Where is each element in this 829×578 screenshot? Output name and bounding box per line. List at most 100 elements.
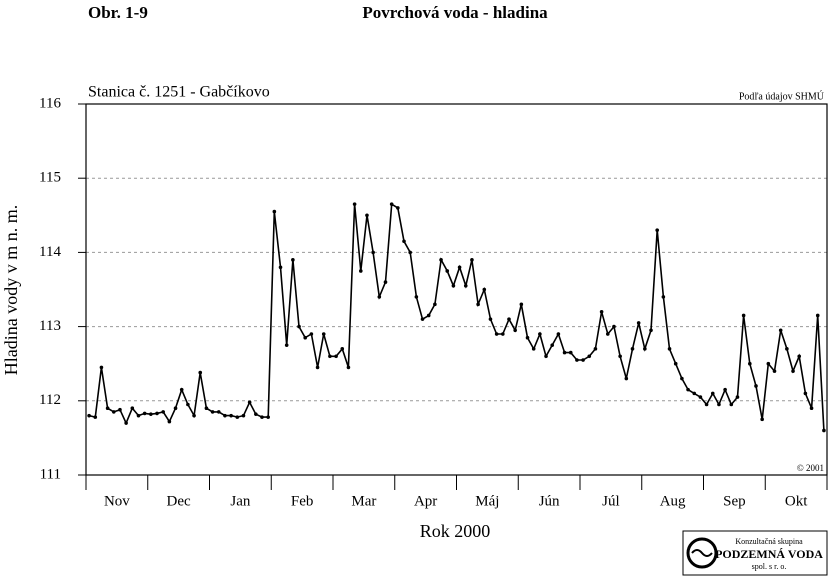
data-point — [216, 410, 221, 414]
data-point — [482, 287, 487, 292]
data-point — [494, 332, 499, 336]
data-point — [315, 365, 320, 370]
data-point — [710, 391, 715, 396]
data-point — [556, 332, 561, 336]
data-point — [593, 347, 598, 351]
data-point — [291, 258, 295, 262]
data-point — [414, 295, 419, 299]
data-point — [105, 406, 110, 411]
data-point — [643, 347, 647, 351]
data-point — [778, 328, 783, 333]
y-tick-label: 111 — [40, 466, 61, 482]
data-point — [402, 239, 406, 244]
data-point — [680, 376, 684, 381]
data-point — [673, 361, 678, 366]
data-point — [785, 347, 789, 351]
x-tick-label: Mar — [351, 493, 376, 509]
data-point — [352, 202, 357, 206]
data-point — [124, 421, 128, 425]
data-point — [815, 313, 820, 318]
data-point — [575, 358, 579, 362]
logo-frame — [682, 530, 828, 576]
data-point — [451, 283, 456, 288]
data-point — [692, 391, 697, 396]
data-point — [618, 354, 622, 359]
data-point — [284, 343, 289, 347]
y-axis-label: Hladina vody v m n. m. — [1, 205, 21, 375]
y-tick-label: 113 — [39, 318, 61, 334]
data-point — [741, 313, 746, 318]
data-point — [186, 402, 190, 407]
data-point — [791, 369, 795, 373]
data-point — [501, 332, 505, 336]
x-tick-label: Júl — [602, 493, 620, 509]
data-point — [99, 365, 104, 370]
data-point — [328, 354, 332, 359]
x-tick-label: Jún — [539, 493, 560, 509]
data-point — [173, 406, 178, 411]
data-point — [463, 283, 468, 288]
figure-label: Obr. 1-9 — [88, 3, 148, 22]
subtitle: Stanica č. 1251 - Gabčíkovo — [88, 84, 270, 101]
x-tick-label: Okt — [785, 493, 808, 509]
data-point — [149, 412, 153, 416]
x-tick-label: Apr — [414, 493, 437, 509]
data-point — [624, 376, 629, 381]
data-point — [735, 395, 740, 399]
data-point — [809, 406, 814, 411]
x-tick-label: Jan — [230, 493, 250, 509]
plot-frame — [85, 103, 828, 476]
data-point — [636, 321, 641, 325]
data-point — [358, 269, 363, 273]
y-tick-label: 116 — [39, 95, 61, 111]
data-point — [445, 269, 450, 273]
data-point — [111, 410, 116, 414]
logo-icon — [686, 537, 718, 569]
source: Podľa údajov SHMÚ — [739, 90, 825, 102]
data-point — [260, 415, 264, 419]
data-point — [581, 358, 585, 362]
x-tick-label: Sep — [723, 493, 746, 509]
data-point — [297, 324, 301, 329]
data-point — [266, 415, 270, 419]
logo-line3: spol. s r. o. — [752, 562, 787, 571]
data-point — [766, 361, 771, 366]
data-point — [179, 387, 184, 392]
data-point — [519, 302, 524, 307]
data-point — [340, 347, 345, 351]
data-point — [334, 354, 338, 359]
data-point — [383, 280, 388, 284]
data-point — [822, 428, 826, 433]
data-point — [544, 354, 548, 359]
data-point — [686, 387, 690, 392]
x-tick-label: Máj — [475, 493, 499, 509]
x-tick-label: Dec — [167, 493, 191, 509]
data-point — [210, 410, 215, 414]
data-point — [772, 369, 777, 373]
data-point — [760, 417, 764, 422]
data-point — [241, 413, 246, 418]
data-point — [247, 400, 252, 405]
data-point — [550, 343, 555, 347]
x-tick-label: Aug — [660, 493, 686, 509]
data-point — [698, 395, 703, 399]
data-point — [649, 328, 653, 333]
data-point — [568, 350, 573, 355]
data-point — [531, 347, 536, 351]
data-point — [630, 347, 635, 351]
data-point — [161, 410, 165, 414]
x-tick-label: Nov — [104, 493, 130, 509]
data-point — [223, 413, 227, 418]
y-tick-label: 115 — [39, 170, 61, 186]
chart-title: Povrchová voda - hladina — [362, 3, 548, 22]
data-point — [457, 265, 462, 270]
data-point — [155, 411, 159, 416]
data-point — [748, 361, 752, 366]
data-point — [167, 419, 172, 424]
data-point — [754, 384, 758, 388]
data-point — [723, 387, 727, 392]
data-point — [377, 295, 382, 299]
data-point — [87, 413, 91, 418]
data-point — [130, 406, 135, 411]
data-point — [655, 228, 659, 232]
